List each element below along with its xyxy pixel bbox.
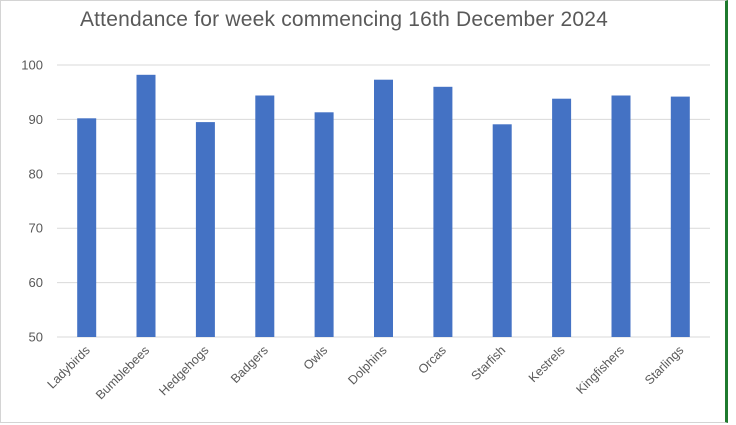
bar-owls: [314, 112, 334, 337]
x-tick-label: Owls: [301, 343, 331, 373]
bar-starfish: [492, 124, 512, 337]
x-tick-label: Dolphins: [345, 343, 389, 387]
bar-bumblebees: [136, 74, 156, 338]
x-tick-label: Bumblebees: [93, 343, 152, 402]
x-tick-label: Hedgehogs: [156, 343, 211, 398]
x-tick-label: Starlings: [642, 343, 686, 387]
bar-kestrels: [552, 98, 572, 337]
bars: [77, 74, 690, 338]
bar-hedgehogs: [195, 122, 215, 337]
bar-orcas: [433, 86, 453, 337]
y-axis-ticks: 50 60 70 80 90 100: [21, 58, 43, 345]
x-tick-label: Badgers: [228, 343, 271, 386]
x-tick-label: Orcas: [416, 343, 449, 376]
x-tick-label: Starfish: [468, 343, 508, 383]
bar-badgers: [255, 95, 275, 337]
bar-starlings: [670, 96, 690, 337]
y-tick-label: 80: [29, 166, 43, 181]
y-tick-label: 100: [21, 58, 43, 73]
x-tick-label: Ladybirds: [45, 343, 93, 391]
y-tick-label: 70: [29, 221, 43, 236]
y-tick-label: 50: [29, 330, 43, 345]
chart-title: Attendance for week commencing 16th Dece…: [79, 8, 609, 31]
y-tick-label: 90: [29, 112, 43, 127]
bar-dolphins: [374, 79, 393, 337]
bar-ladybirds: [77, 118, 97, 337]
x-axis-labels: Ladybirds Bumblebees Hedgehogs Badgers Owls D…: [45, 343, 687, 402]
x-tick-label: Kingfishers: [573, 343, 627, 397]
x-tick-label: Kestrels: [526, 343, 568, 385]
bar-kingfishers: [611, 95, 631, 337]
y-tick-label: 60: [29, 275, 43, 290]
